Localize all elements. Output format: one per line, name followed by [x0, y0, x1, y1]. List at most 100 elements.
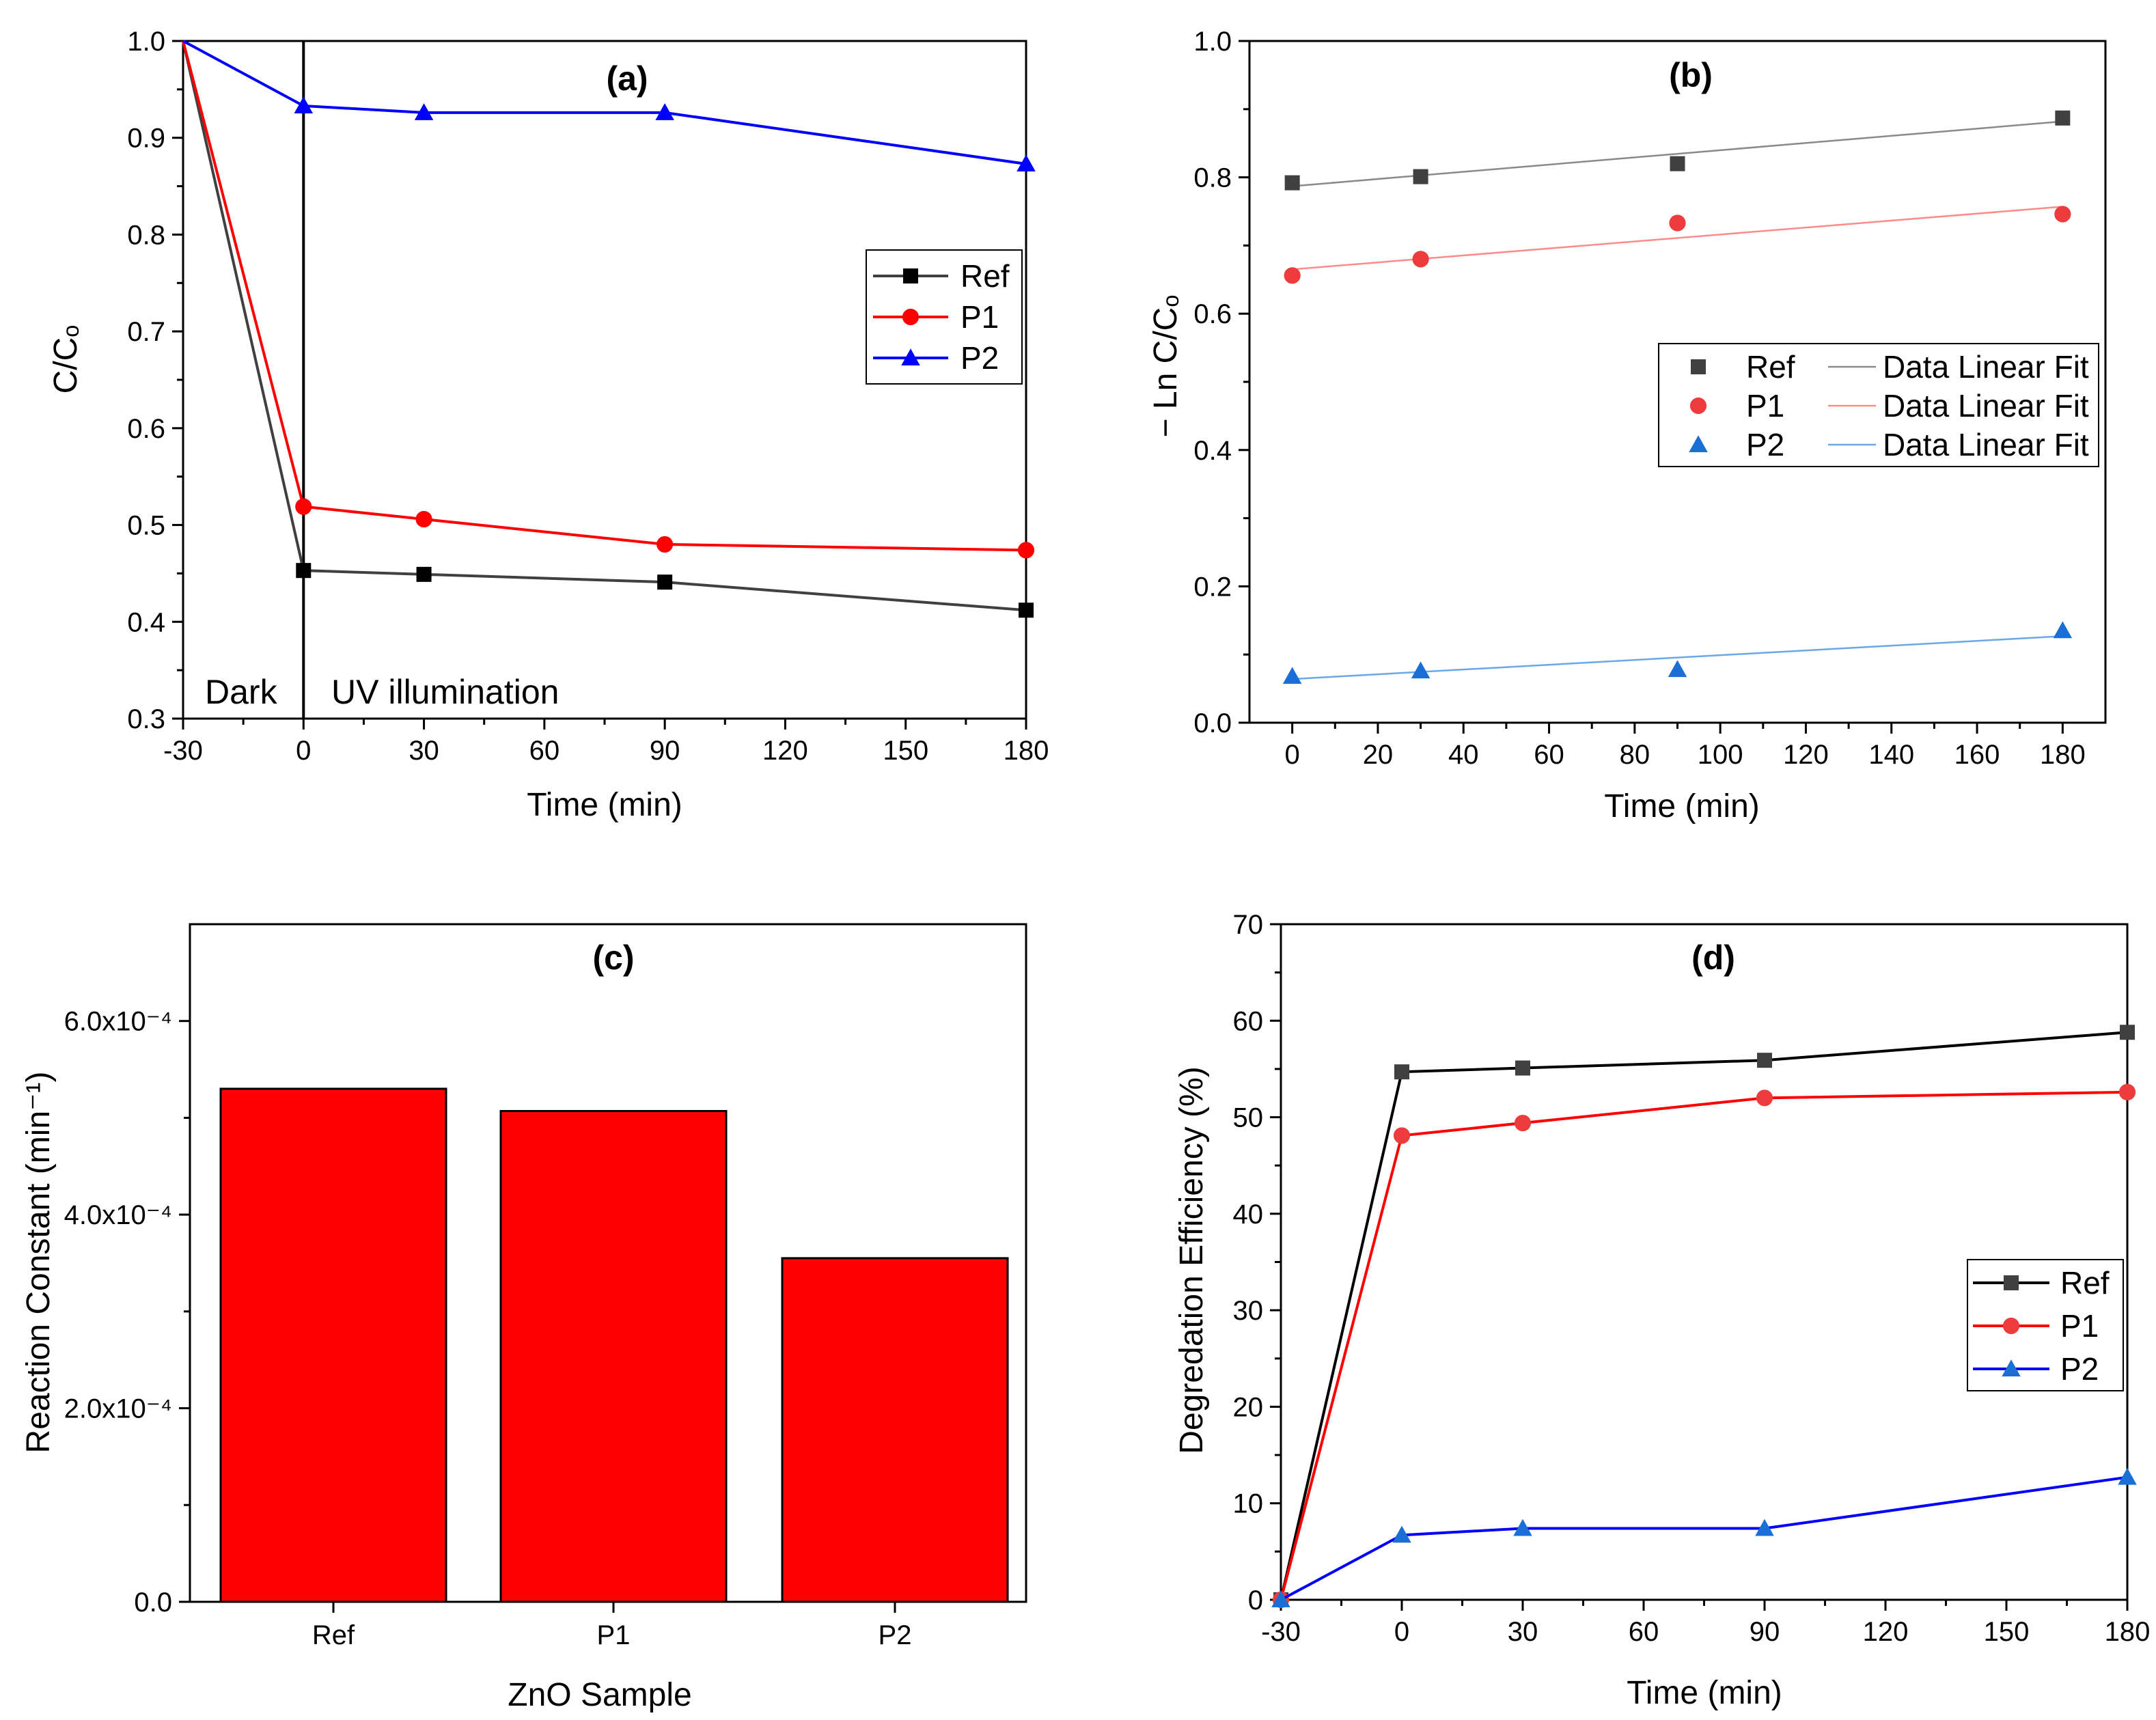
panel-a-point-p1	[295, 498, 312, 515]
panel-c-xlabel: ZnO Sample	[508, 1677, 691, 1713]
panel-a-degradation-ratio: (a) Time (min) C/Cₒ Dark UV illumination…	[48, 27, 1049, 823]
panel-c-bar-p2	[781, 1257, 1009, 1603]
panel-b-ylabel: − Ln C/Cₒ	[1148, 295, 1184, 438]
panel-a-point-p2	[294, 96, 314, 113]
panel-d-point-p2	[1392, 1525, 1411, 1543]
panel-a-uv-label: UV illumination	[331, 673, 559, 711]
panel-b-xtick-label: 0	[1285, 740, 1300, 770]
panel-d-point-ref	[1757, 1053, 1772, 1068]
panel-b-title: (b)	[1669, 56, 1713, 94]
panel-c-ytick-label: 0.0	[134, 1587, 172, 1618]
panel-c-ytick-label: 4.0x10⁻⁴	[64, 1200, 172, 1230]
panel-a-xtick-label: 180	[1004, 736, 1049, 766]
panel-d-xtick-label: 90	[1750, 1617, 1780, 1647]
panel-a-xtick-label: 120	[762, 736, 808, 766]
panel-d-ytick-label: 10	[1233, 1489, 1264, 1519]
panel-a-title: (a)	[606, 59, 648, 98]
panel-a-point-ref	[657, 574, 673, 590]
panel-b-kinetics: (b) Time (min) − Ln C/Cₒ 0 20 40 60 80 100 120…	[1148, 27, 2107, 824]
panel-d-point-p1	[2118, 1083, 2136, 1100]
panel-d-point-ref	[1394, 1064, 1409, 1080]
panel-a-legend-label-p1: P1	[960, 299, 999, 335]
panel-a-ytick-label: 0.6	[127, 414, 165, 444]
panel-b-ytick-label: 0.6	[1193, 299, 1232, 329]
panel-d-point-p1	[1514, 1114, 1532, 1132]
panel-b-point-ref	[1284, 175, 1300, 191]
panel-a-point-p2	[655, 103, 674, 120]
panel-a-ytick-label: 0.4	[127, 607, 165, 637]
panel-c-bar-ref	[219, 1087, 447, 1603]
panel-b-point-ref	[1670, 156, 1685, 171]
panel-d-xlabel: Time (min)	[1627, 1675, 1782, 1711]
panel-a-xtick-label: 60	[529, 736, 560, 766]
panel-b-point-p2	[1411, 661, 1431, 679]
panel-a-point-p1	[415, 510, 432, 528]
panel-b-xtick-label: 20	[1363, 740, 1394, 770]
panel-b-xtick-label: 60	[1534, 740, 1564, 770]
panel-b-legend-fit-label-p2: Data Linear Fit	[1883, 427, 2089, 462]
panel-d-xtick-label: 30	[1508, 1617, 1538, 1647]
panel-a-point-ref	[1019, 602, 1034, 618]
panel-b-point-p2	[1282, 667, 1302, 684]
panel-b-ytick-label: 0.2	[1193, 572, 1232, 602]
panel-b-xlabel: Time (min)	[1604, 788, 1760, 824]
panel-a-xtick-label: -30	[163, 736, 203, 766]
panel-a-legend-label-ref: Ref	[960, 258, 1010, 294]
panel-b-legend-box	[1658, 343, 2099, 467]
panel-d-point-p2	[2118, 1467, 2137, 1485]
panel-a-point-ref	[416, 566, 432, 582]
panel-d-point-p2	[1755, 1518, 1774, 1536]
panel-a-legend-marker-p2	[901, 348, 920, 365]
panel-c-rate-constants: (c) ZnO Sample Reaction Constant (min⁻¹)…	[20, 923, 1027, 1713]
panel-b-xtick-label: 40	[1448, 740, 1479, 770]
panel-b-ytick-label: 1.0	[1193, 27, 1232, 57]
panel-d-xtick-label: 150	[1984, 1617, 2030, 1647]
panel-a-point-p2	[414, 103, 434, 120]
panel-b-xtick-label: 160	[1954, 740, 2000, 770]
panel-a-point-p1	[1017, 542, 1035, 559]
panel-a-line-p2	[182, 40, 1027, 165]
panel-c-ytick-label: 2.0x10⁻⁴	[64, 1394, 172, 1424]
panel-d-point-p2	[1513, 1518, 1532, 1536]
panel-d-xtick-label: -30	[1261, 1617, 1301, 1647]
panel-d-legend-marker-p2	[2002, 1359, 2021, 1376]
panel-b-ytick-label: 0.0	[1193, 708, 1232, 738]
panel-b-ytick-label: 0.8	[1193, 163, 1232, 193]
panel-d-point-p2	[1271, 1590, 1290, 1607]
panel-d-legend-marker-p1	[2002, 1317, 2020, 1335]
panel-d-legend-marker-ref	[2004, 1275, 2019, 1290]
panel-d-ytick-label: 40	[1233, 1199, 1264, 1230]
panel-d-legend-label-p2: P2	[2060, 1351, 2099, 1387]
panel-b-point-p2	[1668, 660, 1687, 678]
panel-a-ytick-label: 0.5	[127, 511, 165, 541]
panel-d-ylabel: Degredation Efficiency (%)	[1174, 1066, 1210, 1454]
panel-d-xtick-label: 180	[2105, 1617, 2151, 1647]
panel-b-legend-label-ref: Ref	[1746, 349, 1795, 385]
panel-c-title: (c)	[592, 939, 634, 977]
panel-b-xtick-label: 80	[1620, 740, 1650, 770]
panel-c-bar-p1	[499, 1110, 728, 1603]
panel-b-legend-fit-label-ref: Data Linear Fit	[1883, 349, 2089, 385]
panel-d-ytick-label: 0	[1248, 1585, 1263, 1615]
panel-c-ylabel: Reaction Constant (min⁻¹)	[20, 1072, 57, 1454]
panel-a-point-p2	[1017, 154, 1036, 171]
panel-b-fit-line-ref	[1292, 120, 2063, 187]
panel-d-point-ref	[2120, 1025, 2135, 1040]
panel-b-point-ref	[2055, 110, 2071, 126]
panel-a-xlabel: Time (min)	[527, 787, 682, 823]
panel-d-xtick-label: 120	[1863, 1617, 1909, 1647]
panel-a-ytick-label: 0.8	[127, 220, 165, 250]
panel-b-point-p1	[1284, 267, 1301, 284]
panel-a-ytick-label: 0.3	[127, 704, 165, 734]
panel-a-dark-label: Dark	[205, 673, 278, 711]
panel-a-ylabel: C/Cₒ	[48, 325, 84, 394]
panel-b-legend-marker-p2	[1689, 435, 1708, 452]
panel-d-point-ref	[1515, 1060, 1530, 1076]
panel-a-xtick-label: 150	[883, 736, 928, 766]
panel-c-xtick-label-p1: P1	[597, 1620, 631, 1650]
panel-a-xtick-label: 90	[650, 736, 680, 766]
panel-d-ytick-label: 60	[1233, 1006, 1264, 1036]
panel-d-efficiency: (d) Time (min) Degredation Efficiency (%…	[1174, 910, 2150, 1711]
panel-b-legend-fit-label-p1: Data Linear Fit	[1883, 388, 2089, 424]
